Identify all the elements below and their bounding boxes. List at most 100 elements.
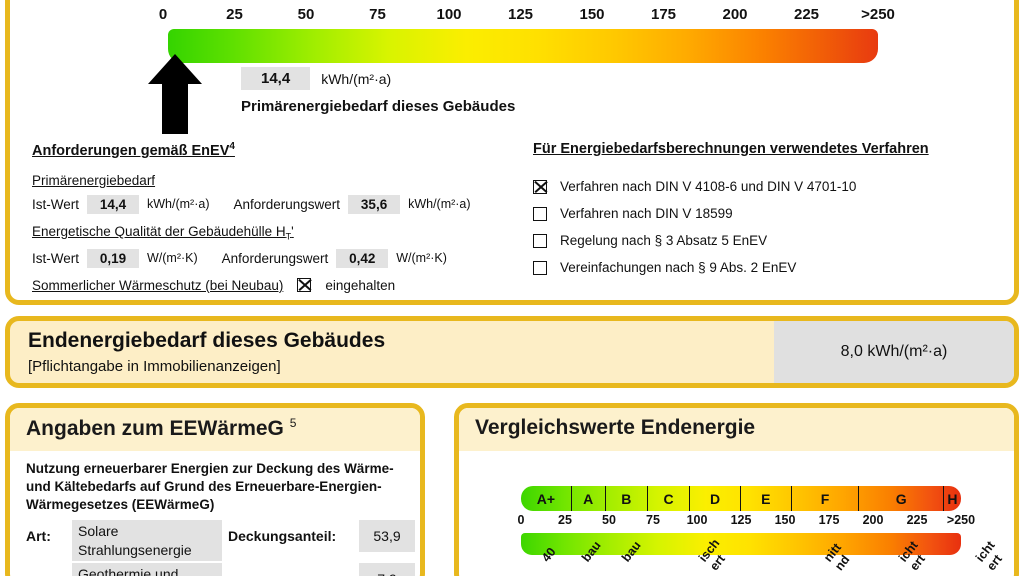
energy-class-bar: A+ A B C D E F G H	[521, 486, 961, 511]
art-label: Art:	[26, 528, 51, 545]
envelope-required-label: Anforderungswert	[221, 250, 329, 266]
eewaermeg-panel: Angaben zum EEWärmeG 5 Nutzung erneuerba…	[5, 403, 425, 576]
energy-class-cell: E	[741, 486, 792, 511]
method-option-label: Vereinfachungen nach § 9 Abs. 2 EnEV	[560, 260, 797, 275]
eewaermeg-title: Angaben zum EEWärmeG 5	[10, 408, 420, 451]
comparison-scale-tick: 25	[558, 513, 572, 527]
energy-class-cell: B	[606, 486, 648, 511]
checkbox-icon[interactable]	[533, 233, 547, 248]
method-option-row[interactable]: Regelung nach § 3 Absatz 5 EnEV	[533, 233, 1003, 248]
primary-required-value: 35,6	[348, 194, 401, 214]
requirements-heading-text: Anforderungen gemäß EnEV	[32, 142, 230, 159]
primary-scale-ticks: 0 25 50 75 100 125 150 175 200 225 >250	[159, 6, 895, 26]
primary-actual-value: 14,4	[87, 194, 139, 214]
energy-source-type: Geothermie und	[72, 563, 222, 576]
primary-scale-tick: >250	[861, 6, 895, 23]
primary-scale-tick: 25	[226, 6, 243, 23]
eewaermeg-title-text: Angaben zum EEWärmeG	[26, 417, 284, 440]
method-option-row[interactable]: Verfahren nach DIN V 4108-6 und DIN V 47…	[533, 179, 1003, 194]
primary-actual-unit: kWh/(m²·a)	[147, 197, 210, 212]
primary-energy-value-row: 14,4 kWh/(m²·a)	[241, 67, 391, 90]
comparison-scale-tick: 200	[862, 513, 884, 527]
envelope-actual-unit: W/(m²·K)	[147, 251, 198, 266]
method-option-row[interactable]: Vereinfachungen nach § 9 Abs. 2 EnEV	[533, 260, 1003, 275]
coverage-value: 53,9	[359, 520, 415, 553]
energy-class-cell: A	[572, 486, 606, 511]
envelope-actual-value: 0,19	[87, 248, 139, 268]
final-energy-demand-panel: Endenergiebedarf dieses Gebäudes [Pflich…	[5, 316, 1019, 388]
primary-required-label: Anforderungswert	[233, 196, 341, 212]
method-option-row[interactable]: Verfahren nach DIN V 18599	[533, 206, 1003, 221]
comparison-scale-ticks: 0 25 50 75 100 125 150 175 200 225 >250	[517, 513, 976, 531]
checkbox-checked-icon[interactable]	[533, 179, 547, 194]
envelope-quality-row: Ist-Wert 0,19 W/(m²·K) Anforderungswert …	[32, 248, 532, 268]
primary-scale-tick: 200	[722, 6, 748, 23]
eewaermeg-title-footnote: 5	[289, 416, 297, 430]
requirements-heading: Anforderungen gemäß EnEV4	[32, 141, 532, 159]
energy-class-cell: D	[690, 486, 741, 511]
envelope-quality-subheading: Energetische Qualität der Gebäudehülle H…	[32, 224, 532, 242]
primary-energy-value: 14,4	[241, 67, 311, 90]
coverage-label	[228, 563, 353, 571]
energy-class-cell: C	[648, 486, 691, 511]
coverage-value: 7,9	[359, 563, 415, 576]
primary-scale-tick: 225	[793, 6, 820, 23]
comparison-scale-tick: 100	[686, 513, 708, 527]
checkbox-icon[interactable]	[533, 206, 547, 221]
energy-class-cell: F	[792, 486, 860, 511]
primary-actual-label: Ist-Wert	[32, 196, 79, 212]
percent-symbol: %	[421, 520, 425, 544]
methods-column: Für Energiebedarfsberechnungen verwendet…	[533, 141, 1003, 287]
coverage-label: Deckungsanteil:	[228, 528, 337, 545]
comparison-scale-tick: 125	[730, 513, 752, 527]
comparison-legend: 40 bau bau isch ert nitt nd icht ert icht ert	[521, 536, 1005, 576]
envelope-required-value: 0,42	[336, 248, 389, 268]
summer-heat-protection-status: eingehalten	[325, 277, 396, 293]
final-energy-value: 8,0 kWh/(m²·a)	[774, 321, 1014, 383]
primary-demand-row: Ist-Wert 14,4 kWh/(m²·a) Anforderungswer…	[32, 194, 532, 214]
primary-energy-unit: kWh/(m²·a)	[321, 70, 392, 87]
method-option-label: Verfahren nach DIN V 18599	[560, 206, 733, 221]
energy-source-type: Solare Strahlungsenergie	[72, 520, 222, 562]
primary-scale-tick: 50	[297, 6, 315, 23]
methods-option-list: Verfahren nach DIN V 4108-6 und DIN V 47…	[533, 179, 1003, 275]
primary-energy-caption: Primärenergiebedarf dieses Gebäudes	[241, 98, 516, 115]
method-option-label: Verfahren nach DIN V 4108-6 und DIN V 47…	[560, 179, 857, 194]
requirements-column: Anforderungen gemäß EnEV4 Primärenergieb…	[32, 141, 532, 293]
primary-scale-tick: 150	[579, 6, 605, 23]
comparison-scale-tick: 0	[517, 513, 525, 527]
requirements-heading-footnote: 4	[229, 141, 235, 152]
primary-scale-tick: 100	[436, 6, 462, 23]
checkbox-icon[interactable]	[533, 260, 547, 275]
energy-class-cell: H	[947, 490, 958, 507]
comparison-scale-tick: 75	[646, 513, 660, 527]
energy-class-cell: G	[859, 486, 945, 511]
comparison-scale-tick: >250	[946, 513, 976, 527]
art-label	[26, 563, 66, 571]
primary-required-unit: kWh/(m²·a)	[408, 197, 471, 212]
envelope-subheading-sub: T	[285, 231, 292, 242]
primary-energy-gradient-bar	[168, 29, 878, 63]
envelope-subheading-post: '	[291, 223, 294, 239]
summer-heat-protection-label: Sommerlicher Wärmeschutz (bei Neubau)	[32, 277, 284, 293]
primary-energy-panel: 0 25 50 75 100 125 150 175 200 225 >250 14,4 kWh/(…	[5, 0, 1019, 305]
energy-class-cell: A+	[521, 486, 572, 511]
primary-scale-tick: 0	[158, 6, 168, 23]
summer-heat-protection-checkbox-icon[interactable]	[297, 278, 312, 293]
envelope-actual-label: Ist-Wert	[32, 250, 79, 266]
final-energy-title: Endenergiebedarf dieses Gebäudes	[28, 329, 386, 352]
primary-demand-subheading: Primärenergiebedarf	[32, 172, 156, 188]
primary-scale-tick: 175	[650, 6, 677, 23]
methods-heading: Für Energiebedarfsberechnungen verwendet…	[533, 141, 929, 157]
eewaermeg-description: Nutzung erneuerbarer Energien zur Deckun…	[26, 461, 394, 512]
comparison-legend-label: icht ert	[973, 538, 1005, 574]
comparison-scale-tick: 175	[818, 513, 840, 527]
comparison-scale-tick: 225	[906, 513, 928, 527]
comparison-gradient-bar	[521, 533, 961, 555]
eewaermeg-table: Art: Solare Strahlungsenergie Deckungsante…	[26, 520, 420, 576]
comparison-title: Vergleichswerte Endenergie	[459, 408, 1014, 451]
envelope-required-unit: W/(m²·K)	[396, 251, 447, 266]
comparison-values-panel: Vergleichswerte Endenergie A+ A B C D E F G H 0 2…	[454, 403, 1019, 576]
comparison-chart: A+ A B C D E F G H 0 25 50 75 100 125 150 175 200 225 >250…	[459, 486, 1014, 576]
